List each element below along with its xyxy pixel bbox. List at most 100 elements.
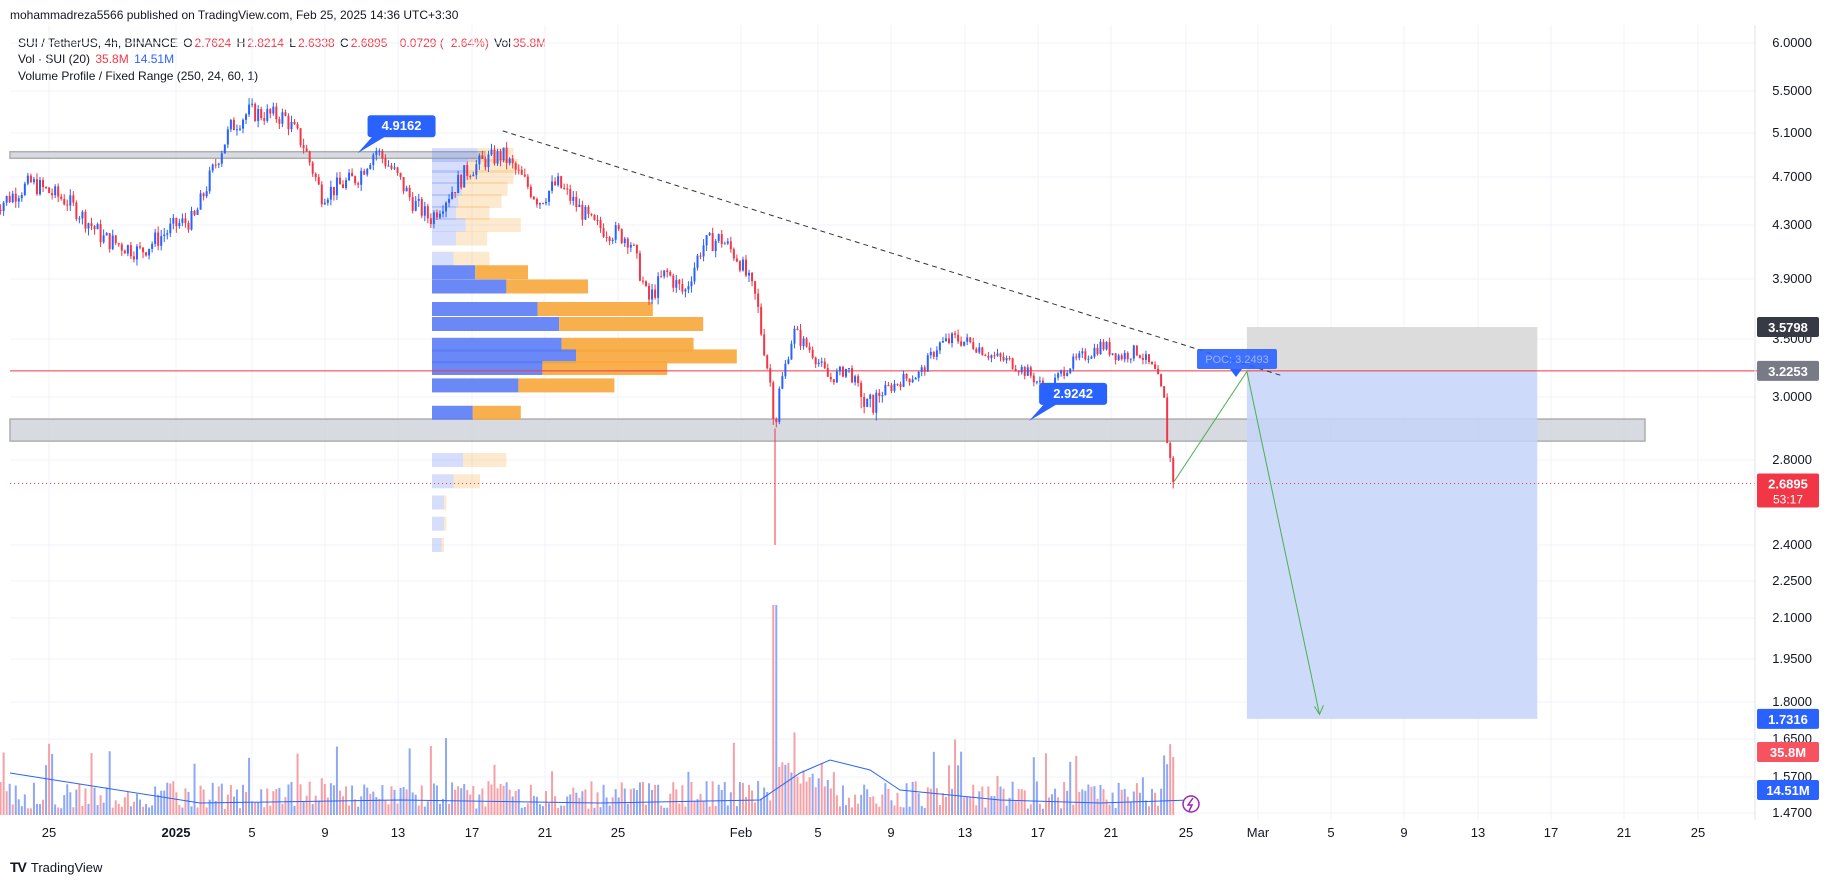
candle-body — [696, 255, 699, 268]
volume-bar — [26, 808, 29, 815]
candle-body — [951, 333, 954, 344]
volume-bar — [338, 790, 341, 815]
volume-bar — [408, 748, 411, 815]
volume-bar — [902, 807, 905, 815]
volume-bar — [538, 804, 541, 815]
candle-body — [238, 128, 241, 130]
price-tick-label: 2.2500 — [1772, 573, 1812, 588]
volume-bar — [217, 786, 220, 815]
candle-body — [457, 174, 460, 194]
price-marker-box — [1757, 708, 1819, 729]
candle-body — [399, 172, 402, 178]
candle-body — [335, 177, 338, 196]
candle-body — [402, 177, 405, 192]
candle-body — [308, 151, 311, 163]
price-marker-box — [1757, 360, 1819, 381]
volume-bar — [720, 789, 723, 815]
candle-body — [20, 194, 23, 199]
candle-body — [887, 385, 890, 387]
vp-bar-down — [542, 361, 668, 375]
volume-bar — [248, 757, 251, 815]
candle-body — [187, 222, 190, 230]
volume-bar — [741, 782, 744, 815]
volume-bar — [145, 803, 148, 815]
candle-body — [1002, 356, 1005, 361]
volume-bar — [854, 794, 857, 815]
candle-body — [863, 396, 866, 407]
volume-bar — [820, 763, 823, 815]
volume-bar — [944, 796, 947, 815]
candle-body — [999, 353, 1002, 357]
volume-bar — [1063, 782, 1066, 815]
volume-bar — [645, 804, 647, 815]
vp-bar-up — [432, 349, 576, 364]
candle-body — [820, 361, 823, 363]
symbol-legend[interactable]: SUI / TetherUS, 4h, BINANCE O 2.7624 H 2.8… — [18, 36, 548, 50]
volume-bar — [232, 796, 235, 815]
vp-bar-up — [432, 231, 456, 246]
volume-bar — [35, 803, 38, 815]
candle-body — [917, 371, 920, 378]
candle-body — [190, 210, 193, 230]
volume-bar — [617, 797, 620, 815]
candle-body — [1057, 373, 1060, 378]
candle-body — [111, 235, 114, 250]
volume-bar — [181, 807, 184, 815]
volume-bar — [90, 753, 93, 815]
volume-bar — [448, 803, 451, 815]
take-profit-zone — [1246, 370, 1538, 719]
price-chart[interactable]: 4.9162 2.9242 POC: 3.2493 6.0000 5.5000 5.100… — [0, 0, 1835, 855]
candle-body — [132, 256, 135, 260]
volume-bar — [1066, 790, 1069, 815]
volume-bar — [1035, 781, 1038, 815]
candle-body — [57, 186, 60, 197]
volume-bar — [335, 746, 338, 815]
volume-indicator-legend[interactable]: Vol · SUI (20) 35.8M 14.51M — [18, 52, 176, 66]
candle-body — [269, 109, 272, 114]
volume-bar — [499, 783, 502, 815]
volume-bar — [502, 785, 505, 815]
volume-bar — [466, 790, 469, 815]
volume-bar — [426, 801, 429, 815]
volume-bar — [557, 807, 560, 815]
candle-body — [1105, 342, 1108, 350]
candle-body — [96, 224, 99, 230]
volume-bar — [920, 805, 923, 815]
volume-bar — [835, 795, 838, 815]
vp-bar-down — [453, 251, 490, 266]
price-marker-text: 3.5798 — [1768, 320, 1808, 335]
candle-body — [445, 202, 448, 212]
volume-bar — [1044, 753, 1047, 815]
volume-bar — [226, 794, 229, 815]
volume-profile — [432, 148, 737, 552]
candle-body — [984, 355, 987, 357]
candle-body — [760, 306, 763, 335]
volume-bar — [590, 781, 593, 815]
volume-bar — [475, 808, 478, 815]
volume-bar — [1172, 757, 1175, 815]
time-tick-label: 25 — [611, 825, 625, 840]
volume-bar — [0, 782, 2, 815]
tradingview-name: TradingView — [30, 859, 103, 875]
volume-bar — [199, 785, 202, 815]
time-tick-label: 2025 — [162, 825, 191, 840]
candle-body — [90, 223, 93, 227]
candle-body — [251, 103, 254, 105]
volume-bar — [366, 787, 369, 815]
candle-body — [499, 150, 502, 161]
volume-bar — [705, 781, 708, 815]
volume-bar — [1108, 804, 1111, 815]
candle-body — [205, 191, 208, 197]
candle-body — [8, 196, 11, 203]
time-tick-label: Mar — [1247, 825, 1270, 840]
volume-bar — [157, 794, 160, 815]
candle-body — [42, 180, 45, 188]
volume-profile-legend[interactable]: Volume Profile / Fixed Range (250, 24, 6… — [18, 69, 259, 83]
candle-body — [1072, 356, 1075, 369]
volume-bar — [951, 788, 954, 815]
candle-body — [954, 333, 957, 335]
price-tick-label: 1.8000 — [1772, 694, 1812, 709]
price-tick-label: 4.3000 — [1772, 217, 1812, 232]
volume-bar — [851, 807, 854, 815]
volume-bar — [1096, 798, 1099, 815]
